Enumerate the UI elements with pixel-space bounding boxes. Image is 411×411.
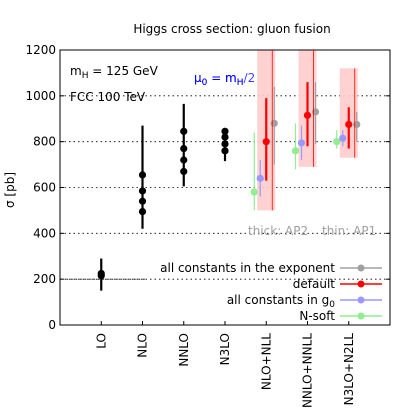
x-tick-label: N3LO [218, 333, 232, 365]
y-tick-label: 600 [33, 181, 56, 195]
legend-entry: all constants in the exponent [160, 261, 382, 275]
data-point [138, 171, 147, 179]
legend-label: all constants in the exponent [160, 261, 335, 275]
data-point [311, 108, 320, 116]
data-point [339, 134, 347, 142]
collider-annotation: FCC 100 TeV [70, 90, 146, 104]
thin-note: thin: AP1 [322, 224, 376, 238]
data-point [180, 156, 188, 164]
legend-label: all constants in g0 [227, 293, 335, 310]
x-tick-label: N3LO+N2LL [342, 333, 356, 406]
data-point [297, 139, 306, 147]
data-point [303, 111, 312, 119]
y-tick-label: 800 [33, 135, 56, 149]
legend-marker [357, 312, 365, 320]
x-tick-label: NLO+NLL [259, 333, 273, 390]
legend-entry: all constants in g0 [227, 293, 382, 310]
y-tick-label: 200 [33, 272, 56, 286]
data-point [138, 197, 147, 205]
y-tick-label: 400 [33, 226, 56, 240]
data-point [221, 127, 229, 135]
data-point [138, 207, 147, 216]
legend: all constants in the exponent default al… [160, 261, 382, 323]
x-tick-label: NNLO [177, 333, 191, 367]
x-tick-label: NLO [136, 333, 150, 358]
data-point [353, 120, 361, 129]
legend-marker [357, 280, 365, 288]
chart-title: Higgs cross section: gluon fusion [133, 22, 330, 36]
y-tick-label: 1000 [25, 89, 56, 103]
legend-label: N-soft [299, 309, 335, 323]
y-tick-label: 1200 [25, 43, 56, 57]
y-axis-label: σ [pb] [3, 172, 17, 208]
x-axis: LO NLO NNLO N3LO NLO+NLL NNLO+NNLL N3LO+N2LL [94, 321, 356, 408]
mass-annotation: mH = 125 GeV [70, 64, 159, 81]
legend-label: default [293, 277, 336, 291]
data-point [333, 138, 341, 146]
data-point [291, 147, 300, 155]
data-point [262, 138, 270, 146]
data-point [138, 187, 147, 195]
legend-marker [357, 264, 365, 272]
data-point [97, 269, 105, 278]
y-axis: 0 200 400 600 800 1000 1200 [25, 43, 390, 332]
data-point [270, 119, 278, 127]
legend-entry: N-soft [299, 309, 382, 323]
legend-entry: default [293, 277, 382, 291]
data-point [221, 140, 229, 148]
data-point [221, 147, 229, 155]
data-marks [66, 50, 361, 291]
data-point [180, 167, 188, 176]
data-point [250, 188, 258, 196]
scale-annotation: μ0 = mH μ0 = mH/2 [194, 71, 255, 88]
data-point [221, 133, 229, 141]
data-point [256, 174, 264, 182]
scale-label-2: μ0 = mH/2 [194, 71, 255, 88]
data-point [345, 120, 353, 129]
x-tick-label: LO [94, 333, 108, 349]
thick-note: thick: AP2 [248, 224, 308, 238]
y-tick-label: 0 [48, 318, 56, 332]
legend-marker [357, 296, 365, 304]
data-point [180, 127, 188, 135]
data-point [180, 144, 188, 153]
x-tick-label: NNLO+NNLL [301, 333, 315, 408]
